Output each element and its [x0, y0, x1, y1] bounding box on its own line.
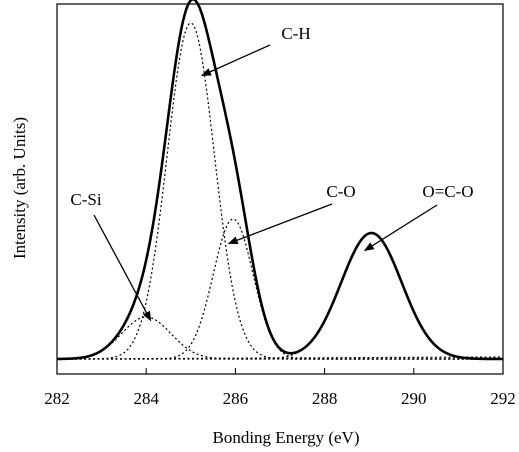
- x-axis-label: Bonding Energy (eV): [213, 428, 360, 447]
- annotation-arrow: [201, 44, 271, 77]
- annotation-arrow: [93, 214, 152, 322]
- series-peak-c-o: [57, 218, 503, 360]
- series-peak-c-si: [56, 316, 503, 360]
- annotation-arrow: [227, 203, 333, 245]
- series-envelope: [56, 0, 503, 361]
- annotation-label: O=C-O: [422, 182, 473, 201]
- annotations: C-H C-O O=C-O C-Si: [70, 24, 474, 322]
- annotation-label: C-Si: [70, 190, 101, 209]
- x-tick-label: 282: [44, 389, 70, 408]
- annotation-label: C-H: [281, 24, 310, 43]
- x-tick-label: 292: [490, 389, 516, 408]
- annotation-label: C-O: [326, 182, 355, 201]
- plot-frame: [56, 3, 504, 375]
- x-axis-ticks: 282 284 286 288 290 292: [44, 368, 516, 408]
- series-peak-o-c-o: [57, 232, 503, 360]
- y-axis-label: Intensity (arb. Units): [10, 117, 29, 259]
- x-tick-label: 288: [312, 389, 338, 408]
- series: [56, 0, 504, 361]
- x-tick-label: 290: [401, 389, 427, 408]
- annotation-arrow: [363, 204, 438, 252]
- x-tick-label: 286: [223, 389, 249, 408]
- x-tick-label: 284: [133, 389, 159, 408]
- plot-border: [56, 3, 504, 375]
